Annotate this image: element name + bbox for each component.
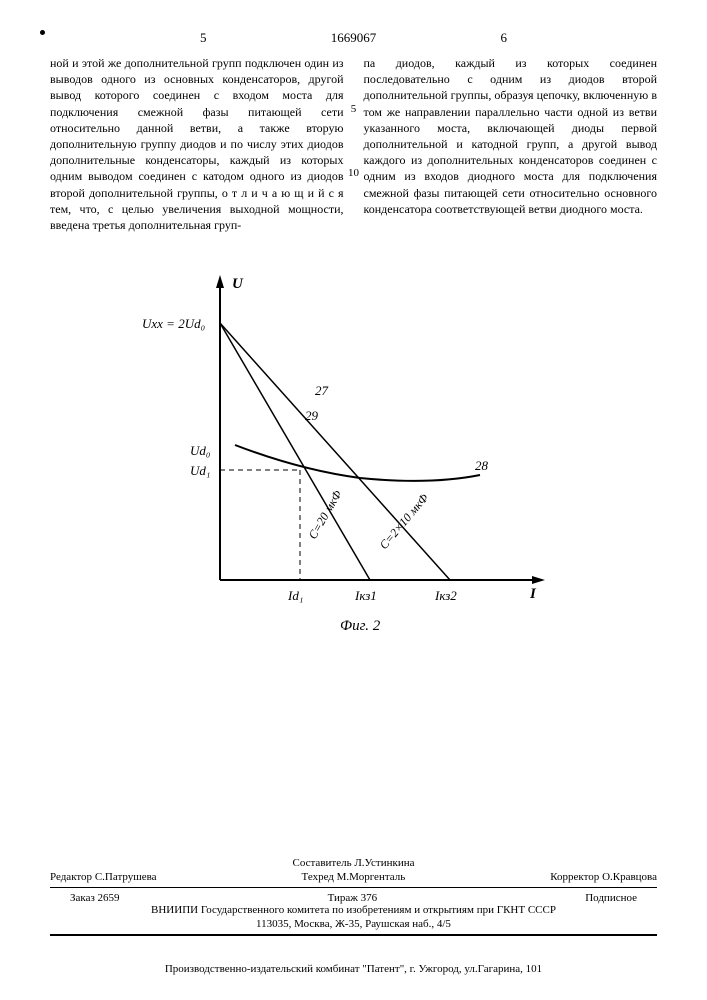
label-29: 29 [305, 408, 319, 423]
order: Заказ 2659 [70, 892, 120, 904]
y-label-mid2: Ud₁ [190, 463, 210, 478]
org: ВНИИПИ Государственного комитета по изоб… [50, 904, 657, 916]
y-label-top: Uxx = 2Ud₀ [142, 316, 205, 331]
doc-number: 1669067 [331, 30, 377, 46]
y-axis-label: U [232, 276, 244, 292]
figure-caption: Фиг. 2 [340, 618, 381, 634]
line-markers: 5 10 [344, 55, 364, 231]
address: 113035, Москва, Ж-35, Раушская наб., 4/5 [50, 918, 657, 930]
label-27: 27 [315, 383, 329, 398]
corrector: Корректор О.Кравцова [550, 871, 657, 883]
curve-28 [235, 445, 480, 481]
footer-rule-1 [50, 887, 657, 888]
x-axis-label: I [529, 586, 537, 602]
chart-svg: U I Uxx = 2Ud₀ Ud₀ Ud₁ 27 29 28 С=20 мкФ… [140, 260, 560, 660]
page-num-left: 5 [80, 30, 207, 46]
label-28: 28 [475, 458, 489, 473]
curve-27 [220, 323, 370, 580]
techred: Техред М.Моргенталь [302, 871, 406, 883]
tirazh: Тираж 376 [328, 892, 378, 904]
publisher-line: Производственно-издательский комбинат "П… [50, 963, 657, 975]
line-marker-10: 10 [344, 167, 364, 179]
x-label-1: Iкз1 [354, 588, 377, 603]
x-label-0: Id₁ [287, 588, 303, 603]
compiler: Составитель Л.Устинкина [50, 857, 657, 869]
y-label-mid1: Ud₀ [190, 443, 210, 458]
subscription: Подписное [585, 892, 637, 904]
editor: Редактор С.Патрушева [50, 871, 157, 883]
footer-rule-2 [50, 934, 657, 936]
column-left: ной и этой же дополнительной групп подкл… [50, 55, 344, 233]
footer-block: Составитель Л.Устинкина Редактор С.Патру… [50, 857, 657, 940]
label-c2: С=2×10 мкФ [377, 490, 432, 551]
page-num-right: 6 [501, 30, 628, 46]
y-axis-arrow [216, 275, 224, 288]
figure-2: U I Uxx = 2Ud₀ Ud₀ Ud₁ 27 29 28 С=20 мкФ… [140, 260, 560, 660]
x-axis-arrow [532, 576, 545, 584]
x-label-2: Iкз2 [434, 588, 457, 603]
column-right: па диодов, каждый из которых соединен по… [364, 55, 658, 233]
line-marker-5: 5 [344, 103, 364, 115]
label-c1: С=20 мкФ [305, 487, 344, 541]
page-header: 5 1669067 6 [0, 30, 707, 46]
